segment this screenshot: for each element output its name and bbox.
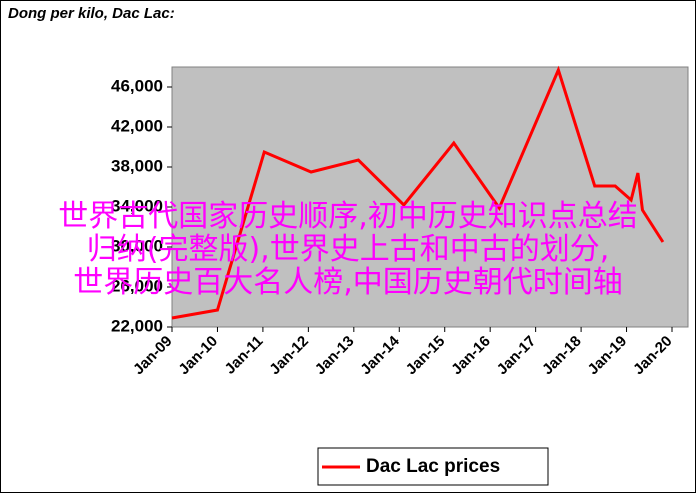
y-tick-label: 22,000 <box>111 316 163 335</box>
y-tick-label: 30,000 <box>111 236 163 255</box>
y-tick-label: 46,000 <box>111 76 163 95</box>
y-tick-label: 26,000 <box>111 276 163 295</box>
y-tick-label: 38,000 <box>111 156 163 175</box>
chart-title: Dong per kilo, Dac Lac: <box>8 5 175 22</box>
overlay-text: 世界古代国家历史顺序,初中历史知识点总结 <box>58 199 638 234</box>
plot-area <box>171 66 689 328</box>
data-line <box>171 65 665 320</box>
overlay-text: 世界历史百大名人榜,中国历史朝代时间轴 <box>73 265 623 300</box>
y-tick-label: 42,000 <box>111 116 163 135</box>
legend-label: Dac Lac prices <box>366 456 500 477</box>
overlay-text: 归纳(完整版),世界史上古和中古的划分, <box>86 232 610 267</box>
y-tick-label: 34,000 <box>111 196 163 215</box>
legend-box <box>317 447 549 486</box>
